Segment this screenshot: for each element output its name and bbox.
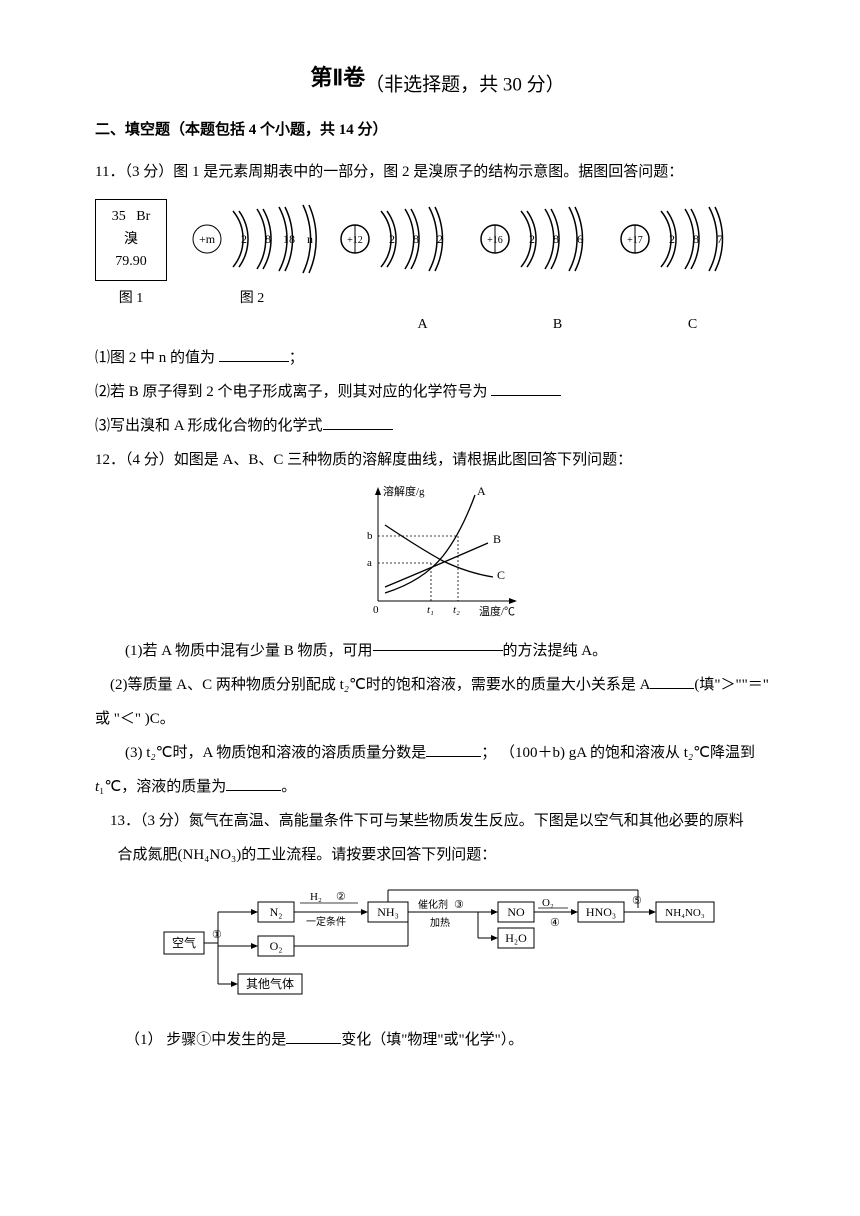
part-subtitle: （非选择题，共 30 分） (365, 74, 565, 95)
blank (426, 742, 481, 757)
svg-text:其他气体: 其他气体 (245, 976, 293, 991)
svg-text:8: 8 (265, 232, 271, 246)
q12-stem: 12．（4 分）如图是 A、B、C 三种物质的溶解度曲线，请根据此图回答下列问题… (95, 445, 780, 475)
q13-p1: （1） 步骤①中发生的是变化（填"物理"或"化学"）。 (95, 1025, 780, 1055)
label-c: C (625, 317, 760, 333)
blank (491, 381, 561, 396)
svg-text:N₂: N₂ (269, 905, 282, 919)
svg-text:7: 7 (717, 232, 723, 246)
q13-stem-b: 合成氮肥(NH₄NO₃)的工业流程。请按要求回答下列问题： (95, 840, 780, 870)
fig-label-row2: A B C (95, 317, 780, 333)
svg-text:H₂: H₂ (310, 891, 322, 903)
svg-text:+12: +12 (347, 235, 363, 246)
elem-mass: 79.90 (104, 251, 158, 273)
svg-text:8: 8 (413, 232, 419, 246)
svg-text:+m: +m (199, 232, 216, 246)
label-b: B (490, 317, 625, 333)
blank (373, 636, 503, 651)
blank (226, 776, 281, 791)
svg-text:④: ④ (550, 917, 560, 929)
fig-label-row1: 图 1 图 2 (95, 287, 780, 307)
q12-p3c: t₁℃，溶液的质量为。 (95, 772, 780, 802)
label-a: A (355, 317, 490, 333)
svg-text:②: ② (336, 891, 346, 903)
svg-text:NO: NO (507, 905, 525, 919)
svg-text:8: 8 (553, 232, 559, 246)
blank (650, 674, 694, 689)
svg-text:③: ③ (454, 899, 464, 911)
atom-a-diagram: +12 2 8 2 (337, 199, 457, 279)
atom-b-diagram: +16 2 8 6 (477, 199, 597, 279)
svg-text:18: 18 (283, 232, 295, 246)
svg-text:6: 6 (577, 232, 583, 246)
part-header: 第Ⅱ卷（非选择题，共 30 分） (95, 60, 780, 96)
svg-text:2: 2 (529, 232, 535, 246)
svg-text:n: n (307, 232, 313, 246)
svg-text:b: b (367, 530, 373, 542)
svg-text:空气: 空气 (171, 935, 195, 950)
q13-stem-a: 13．（3 分）氮气在高温、高能量条件下可与某些物质发生反应。下图是以空气和其他… (95, 806, 780, 836)
q11-p3: ⑶写出溴和 A 形成化合物的化学式 (95, 411, 780, 441)
elem-sym: Br (136, 209, 150, 224)
svg-text:加热: 加热 (430, 916, 450, 929)
svg-text:B: B (493, 532, 501, 546)
elem-num: 35 (112, 209, 126, 224)
flow-diagram: 空气 N₂ O₂ 其他气体 NH₃ NO H₂O HNO₃ NH₄NO₃ ① H… (95, 882, 780, 1007)
blank (323, 415, 393, 430)
svg-text:a: a (367, 557, 372, 569)
q12-p2c: 或 "＜" )C。 (95, 704, 780, 734)
svg-text:2: 2 (669, 232, 675, 246)
q11-p1: ⑴图 2 中 n 的值为 ； (95, 343, 780, 373)
svg-text:一定条件: 一定条件 (306, 915, 346, 928)
q12-p2: (2)等质量 A、C 两种物质分别配成 t₂℃时的饱和溶液，需要水的质量大小关系… (95, 670, 780, 700)
atom-main-diagram: +m 2 8 18 n (187, 199, 317, 279)
svg-text:HNO₃: HNO₃ (585, 905, 615, 919)
element-box: 35 Br 溴 79.90 (95, 199, 167, 280)
svg-text:①: ① (212, 929, 222, 941)
svg-text:2: 2 (437, 232, 443, 246)
svg-text:+17: +17 (627, 235, 643, 246)
atom-c-diagram: +17 2 8 7 (617, 199, 737, 279)
svg-text:溶解度/g: 溶解度/g (383, 484, 425, 498)
q11-p2: ⑵若 B 原子得到 2 个电子形成离子，则其对应的化学符号为 (95, 377, 780, 407)
q11-stem: 11．（3 分）图 1 是元素周期表中的一部分，图 2 是溴原子的结构示意图。据… (95, 157, 780, 187)
blank (286, 1029, 341, 1044)
q12-p1: (1)若 A 物质中混有少量 B 物质，可用 的方法提纯 A。 (95, 636, 780, 666)
svg-text:t₁: t₁ (427, 604, 434, 616)
svg-text:NH₄NO₃: NH₄NO₃ (665, 907, 705, 919)
fig2-label: 图 2 (187, 287, 317, 307)
svg-text:C: C (497, 568, 505, 582)
fig1-label: 图 1 (95, 287, 167, 307)
svg-text:8: 8 (693, 232, 699, 246)
section-2-title: 二、填空题（本题包括 4 个小题，共 14 分） (95, 118, 780, 139)
q11-figures: 35 Br 溴 79.90 +m 2 8 18 n +12 2 8 2 (95, 199, 780, 280)
q12-p3: (3) t₂℃时，A 物质饱和溶液的溶质质量分数是； （100＋b) gA 的饱… (95, 738, 780, 768)
svg-text:催化剂: 催化剂 (418, 898, 448, 911)
solubility-chart: 溶解度/g 温度/℃ A B C b a 0 t₁ t₂ (95, 481, 780, 626)
svg-text:t₂: t₂ (453, 604, 460, 616)
svg-text:0: 0 (373, 604, 379, 616)
svg-text:+16: +16 (487, 235, 503, 246)
svg-text:O₂: O₂ (269, 939, 282, 953)
elem-name: 溴 (104, 229, 158, 251)
svg-text:O₂: O₂ (542, 897, 554, 909)
blank (219, 347, 289, 362)
svg-text:温度/℃: 温度/℃ (479, 604, 515, 618)
svg-text:2: 2 (241, 232, 247, 246)
svg-text:A: A (477, 484, 486, 498)
svg-text:⑤: ⑤ (632, 895, 642, 907)
svg-text:2: 2 (389, 232, 395, 246)
svg-text:H₂O: H₂O (505, 931, 527, 945)
svg-text:NH₃: NH₃ (377, 905, 399, 919)
part-label: 第Ⅱ卷 (310, 65, 365, 90)
